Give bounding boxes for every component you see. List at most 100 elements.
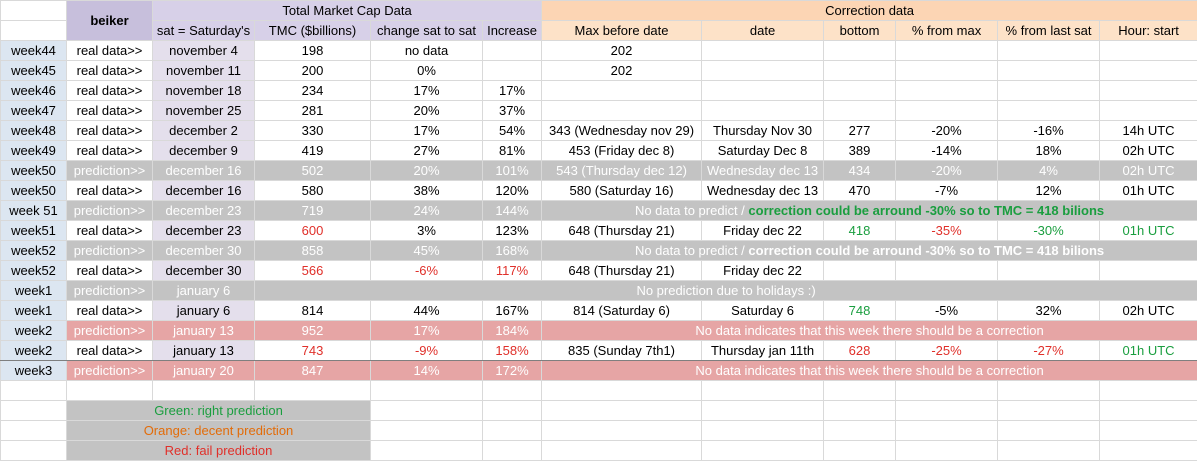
- max-cell[interactable]: 648 (Thursday 21): [541, 260, 703, 281]
- date-cell[interactable]: [701, 80, 825, 101]
- sat-cell[interactable]: december 30: [152, 260, 255, 281]
- sat-cell[interactable]: december 16: [152, 160, 255, 181]
- type-cell[interactable]: prediction>>: [66, 320, 153, 341]
- cell[interactable]: [0, 20, 67, 41]
- date-cell[interactable]: Saturday Dec 8: [701, 140, 825, 161]
- bottom-cell[interactable]: [823, 100, 897, 121]
- tmc-cell[interactable]: 847: [254, 360, 371, 381]
- hour-cell[interactable]: 01h UTC: [1099, 340, 1197, 361]
- pct-max-cell[interactable]: -5%: [895, 300, 999, 321]
- week-cell[interactable]: week51: [0, 220, 67, 241]
- increase-cell[interactable]: 81%: [481, 140, 543, 161]
- week-cell[interactable]: week49: [0, 140, 67, 161]
- legend-orange[interactable]: Orange: decent prediction: [66, 420, 371, 441]
- type-cell[interactable]: prediction>>: [66, 200, 153, 221]
- sat-cell[interactable]: december 23: [152, 220, 255, 241]
- pct-last-cell[interactable]: [997, 40, 1101, 61]
- pct-max-cell[interactable]: -7%: [895, 180, 999, 201]
- week-cell[interactable]: week2: [0, 320, 67, 341]
- cell[interactable]: [370, 380, 483, 401]
- date-cell[interactable]: Friday dec 22: [701, 220, 825, 241]
- increase-cell[interactable]: 144%: [481, 200, 543, 221]
- col-header-date[interactable]: date: [701, 20, 825, 41]
- max-cell[interactable]: 835 (Sunday 7th1): [541, 340, 703, 361]
- pct-max-cell[interactable]: -20%: [895, 120, 999, 141]
- increase-cell[interactable]: 172%: [481, 360, 543, 381]
- increase-cell[interactable]: [481, 60, 543, 81]
- max-cell[interactable]: 648 (Thursday 21): [541, 220, 703, 241]
- increase-cell[interactable]: 101%: [481, 160, 543, 181]
- pct-last-cell[interactable]: -16%: [997, 120, 1101, 141]
- cell[interactable]: [66, 380, 153, 401]
- pct-last-cell[interactable]: -30%: [997, 220, 1101, 241]
- type-cell[interactable]: real data>>: [66, 300, 153, 321]
- increase-cell[interactable]: 117%: [481, 260, 543, 281]
- hour-cell[interactable]: 14h UTC: [1099, 120, 1197, 141]
- week-cell[interactable]: week44: [0, 40, 67, 61]
- change-cell[interactable]: 20%: [370, 160, 483, 181]
- note-cell[interactable]: No data to predict / correction could be…: [541, 200, 1197, 221]
- sat-cell[interactable]: january 20: [152, 360, 255, 381]
- cell[interactable]: [541, 400, 703, 421]
- max-cell[interactable]: 453 (Friday dec 8): [541, 140, 703, 161]
- cell[interactable]: [0, 380, 67, 401]
- change-cell[interactable]: -9%: [370, 340, 483, 361]
- type-cell[interactable]: real data>>: [66, 340, 153, 361]
- pct-last-cell[interactable]: 32%: [997, 300, 1101, 321]
- bottom-cell[interactable]: 277: [823, 120, 897, 141]
- increase-cell[interactable]: 123%: [481, 220, 543, 241]
- pct-max-cell[interactable]: [895, 80, 999, 101]
- type-cell[interactable]: prediction>>: [66, 280, 153, 301]
- legend-green[interactable]: Green: right prediction: [66, 400, 371, 421]
- cell[interactable]: [1099, 440, 1197, 461]
- pct-max-cell[interactable]: [895, 100, 999, 121]
- max-cell[interactable]: 543 (Thursday dec 12): [541, 160, 703, 181]
- pct-last-cell[interactable]: -27%: [997, 340, 1101, 361]
- tmc-cell[interactable]: 952: [254, 320, 371, 341]
- cell[interactable]: [481, 380, 543, 401]
- col-header-pct-last[interactable]: % from last sat: [997, 20, 1101, 41]
- cell[interactable]: [701, 380, 825, 401]
- sat-cell[interactable]: november 25: [152, 100, 255, 121]
- tmc-cell[interactable]: 198: [254, 40, 371, 61]
- change-cell[interactable]: 24%: [370, 200, 483, 221]
- bottom-cell[interactable]: [823, 40, 897, 61]
- cell[interactable]: [997, 440, 1101, 461]
- date-cell[interactable]: Friday dec 22: [701, 260, 825, 281]
- cell[interactable]: [895, 440, 999, 461]
- bottom-cell[interactable]: [823, 260, 897, 281]
- cell[interactable]: [895, 420, 999, 441]
- cell[interactable]: [823, 380, 897, 401]
- cell[interactable]: [481, 440, 543, 461]
- note-cell[interactable]: No data to predict / correction could be…: [541, 240, 1197, 261]
- hour-cell[interactable]: [1099, 80, 1197, 101]
- sat-cell[interactable]: november 18: [152, 80, 255, 101]
- pct-max-cell[interactable]: -25%: [895, 340, 999, 361]
- pct-max-cell[interactable]: [895, 40, 999, 61]
- cell[interactable]: [701, 440, 825, 461]
- bottom-cell[interactable]: [823, 80, 897, 101]
- total-market-cap-header[interactable]: Total Market Cap Data: [151, 0, 543, 21]
- type-cell[interactable]: real data>>: [66, 120, 153, 141]
- tmc-cell[interactable]: 419: [254, 140, 371, 161]
- bottom-cell[interactable]: 470: [823, 180, 897, 201]
- type-cell[interactable]: prediction>>: [66, 240, 153, 261]
- max-cell[interactable]: 343 (Wednesday nov 29): [541, 120, 703, 141]
- bottom-cell[interactable]: [823, 60, 897, 81]
- bottom-cell[interactable]: 434: [823, 160, 897, 181]
- max-cell[interactable]: 202: [541, 60, 703, 81]
- hour-cell[interactable]: [1099, 60, 1197, 81]
- change-cell[interactable]: 17%: [370, 80, 483, 101]
- date-cell[interactable]: Saturday 6: [701, 300, 825, 321]
- cell[interactable]: [895, 380, 999, 401]
- cell[interactable]: [823, 400, 897, 421]
- date-cell[interactable]: Thursday Nov 30: [701, 120, 825, 141]
- week-cell[interactable]: week3: [0, 360, 67, 381]
- increase-cell[interactable]: 120%: [481, 180, 543, 201]
- hour-cell[interactable]: [1099, 100, 1197, 121]
- week-cell[interactable]: week52: [0, 260, 67, 281]
- tmc-cell[interactable]: 600: [254, 220, 371, 241]
- sat-cell[interactable]: january 6: [152, 280, 255, 301]
- tmc-cell[interactable]: 580: [254, 180, 371, 201]
- cell[interactable]: [0, 0, 67, 21]
